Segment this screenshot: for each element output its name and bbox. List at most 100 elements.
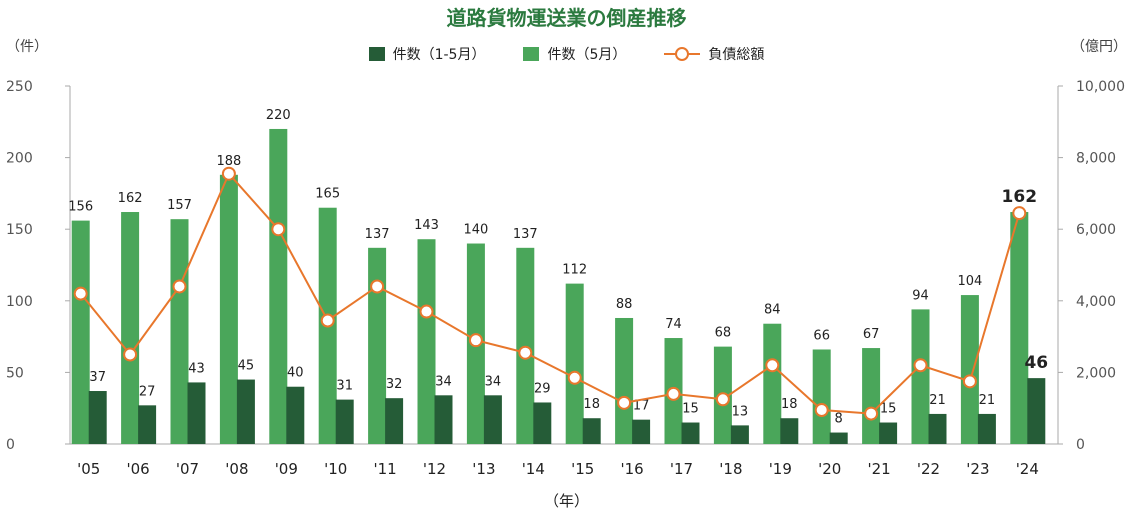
data-label-jan-may: 17 bbox=[633, 399, 650, 414]
data-label-jan-may: 18 bbox=[781, 397, 798, 412]
x-tick-label: '05 bbox=[77, 460, 100, 478]
y-right-tick-label: 6,000 bbox=[1076, 222, 1116, 238]
bar-jan-may bbox=[879, 422, 898, 444]
bar-may bbox=[71, 220, 90, 444]
data-label-jan-may: 15 bbox=[682, 402, 699, 417]
debt-point bbox=[370, 279, 385, 294]
bar-jan-may bbox=[681, 422, 700, 444]
x-tick-label: '21 bbox=[867, 460, 890, 478]
legend-label-debt: 負債総額 bbox=[708, 47, 765, 63]
data-label-may: 104 bbox=[957, 274, 982, 289]
debt-point bbox=[814, 402, 829, 417]
bar-may bbox=[219, 174, 238, 444]
bar-may bbox=[170, 219, 189, 444]
legend-label-jan-may: 件数（1-5月） bbox=[392, 47, 486, 63]
debt-point bbox=[271, 222, 286, 237]
x-tick-label: '23 bbox=[966, 460, 989, 478]
data-label-jan-may: 15 bbox=[880, 402, 897, 417]
x-tick-label: '14 bbox=[522, 460, 545, 478]
data-label-jan-may: 40 bbox=[287, 366, 304, 381]
data-label-jan-may: 37 bbox=[89, 370, 106, 385]
legend-item-jan-may: 件数（1-5月） bbox=[368, 44, 486, 64]
data-label-jan-may: 18 bbox=[583, 397, 600, 412]
y-left-tick-label: 200 bbox=[6, 151, 33, 167]
y-right-tick-label: 2,000 bbox=[1076, 365, 1116, 381]
debt-point bbox=[913, 358, 928, 373]
data-label-jan-may: 21 bbox=[979, 393, 996, 408]
data-label-jan-may: 29 bbox=[534, 381, 551, 396]
debt-point bbox=[617, 395, 632, 410]
data-label-jan-may: 21 bbox=[929, 393, 946, 408]
bar-jan-may bbox=[434, 395, 453, 444]
bar-jan-may bbox=[236, 379, 255, 444]
legend: 件数（1-5月） 件数（5月） 負債総額 bbox=[0, 44, 1133, 64]
data-label-may: 66 bbox=[813, 328, 830, 343]
y-right-tick-label: 4,000 bbox=[1076, 294, 1116, 310]
bar-jan-may bbox=[928, 413, 947, 444]
data-label-jan-may: 32 bbox=[386, 377, 403, 392]
debt-point bbox=[320, 313, 335, 328]
bar-jan-may bbox=[187, 382, 206, 444]
data-label-jan-may: 8 bbox=[835, 412, 843, 427]
debt-point bbox=[221, 166, 236, 181]
bar-jan-may bbox=[385, 398, 404, 444]
y-left-unit: （件） bbox=[6, 39, 48, 55]
debt-point bbox=[666, 386, 681, 401]
legend-swatch-dark bbox=[368, 47, 385, 61]
debt-point bbox=[1012, 206, 1027, 221]
legend-swatch-line bbox=[664, 47, 701, 61]
debt-point bbox=[172, 279, 187, 294]
bar-jan-may bbox=[483, 395, 502, 444]
y-left-tick-label: 0 bbox=[6, 437, 15, 453]
data-label-may: 137 bbox=[513, 227, 538, 242]
data-label-may: 165 bbox=[315, 187, 340, 202]
data-label-may: 162 bbox=[1002, 187, 1038, 207]
data-label-jan-may: 31 bbox=[336, 379, 353, 394]
legend-label-may: 件数（5月） bbox=[547, 47, 627, 63]
data-label-may: 220 bbox=[266, 108, 291, 123]
bar-may bbox=[121, 212, 140, 444]
data-label-may: 94 bbox=[912, 288, 929, 303]
y-left-tick-label: 50 bbox=[6, 365, 24, 381]
bar-jan-may bbox=[582, 418, 601, 444]
data-label-may: 156 bbox=[68, 200, 93, 215]
legend-item-debt: 負債総額 bbox=[664, 44, 764, 64]
x-axis-unit: （年） bbox=[543, 492, 589, 510]
bar-may bbox=[565, 283, 584, 444]
x-tick-label: '13 bbox=[472, 460, 495, 478]
bar-jan-may bbox=[88, 391, 107, 444]
y-left-tick-label: 150 bbox=[6, 222, 33, 238]
bar-may bbox=[1010, 212, 1029, 444]
x-tick-label: '09 bbox=[275, 460, 298, 478]
x-tick-label: '16 bbox=[620, 460, 643, 478]
data-label-jan-may: 45 bbox=[238, 359, 255, 374]
data-label-may: 137 bbox=[365, 227, 390, 242]
debt-point bbox=[715, 392, 730, 407]
bar-may bbox=[862, 348, 881, 444]
data-label-may: 140 bbox=[463, 223, 488, 238]
debt-point bbox=[468, 333, 483, 348]
data-label-may: 68 bbox=[715, 326, 732, 341]
bar-jan-may bbox=[977, 413, 996, 444]
x-tick-label: '19 bbox=[769, 460, 792, 478]
bar-jan-may bbox=[730, 425, 749, 444]
bar-may bbox=[615, 317, 634, 444]
data-label-jan-may: 27 bbox=[139, 384, 156, 399]
debt-point bbox=[123, 347, 138, 362]
bar-may bbox=[368, 247, 387, 444]
x-tick-label: '18 bbox=[719, 460, 742, 478]
data-label-may: 143 bbox=[414, 218, 439, 233]
x-tick-label: '10 bbox=[324, 460, 347, 478]
bar-jan-may bbox=[138, 405, 157, 444]
x-tick-label: '17 bbox=[670, 460, 693, 478]
x-tick-label: '20 bbox=[818, 460, 841, 478]
debt-point bbox=[567, 370, 582, 385]
data-label-jan-may: 34 bbox=[435, 374, 452, 389]
legend-swatch-light bbox=[523, 47, 540, 61]
chart-title: 道路貨物運送業の倒産推移 bbox=[446, 6, 687, 30]
data-label-may: 188 bbox=[216, 154, 241, 169]
x-tick-label: '22 bbox=[917, 460, 940, 478]
x-tick-label: '12 bbox=[423, 460, 446, 478]
